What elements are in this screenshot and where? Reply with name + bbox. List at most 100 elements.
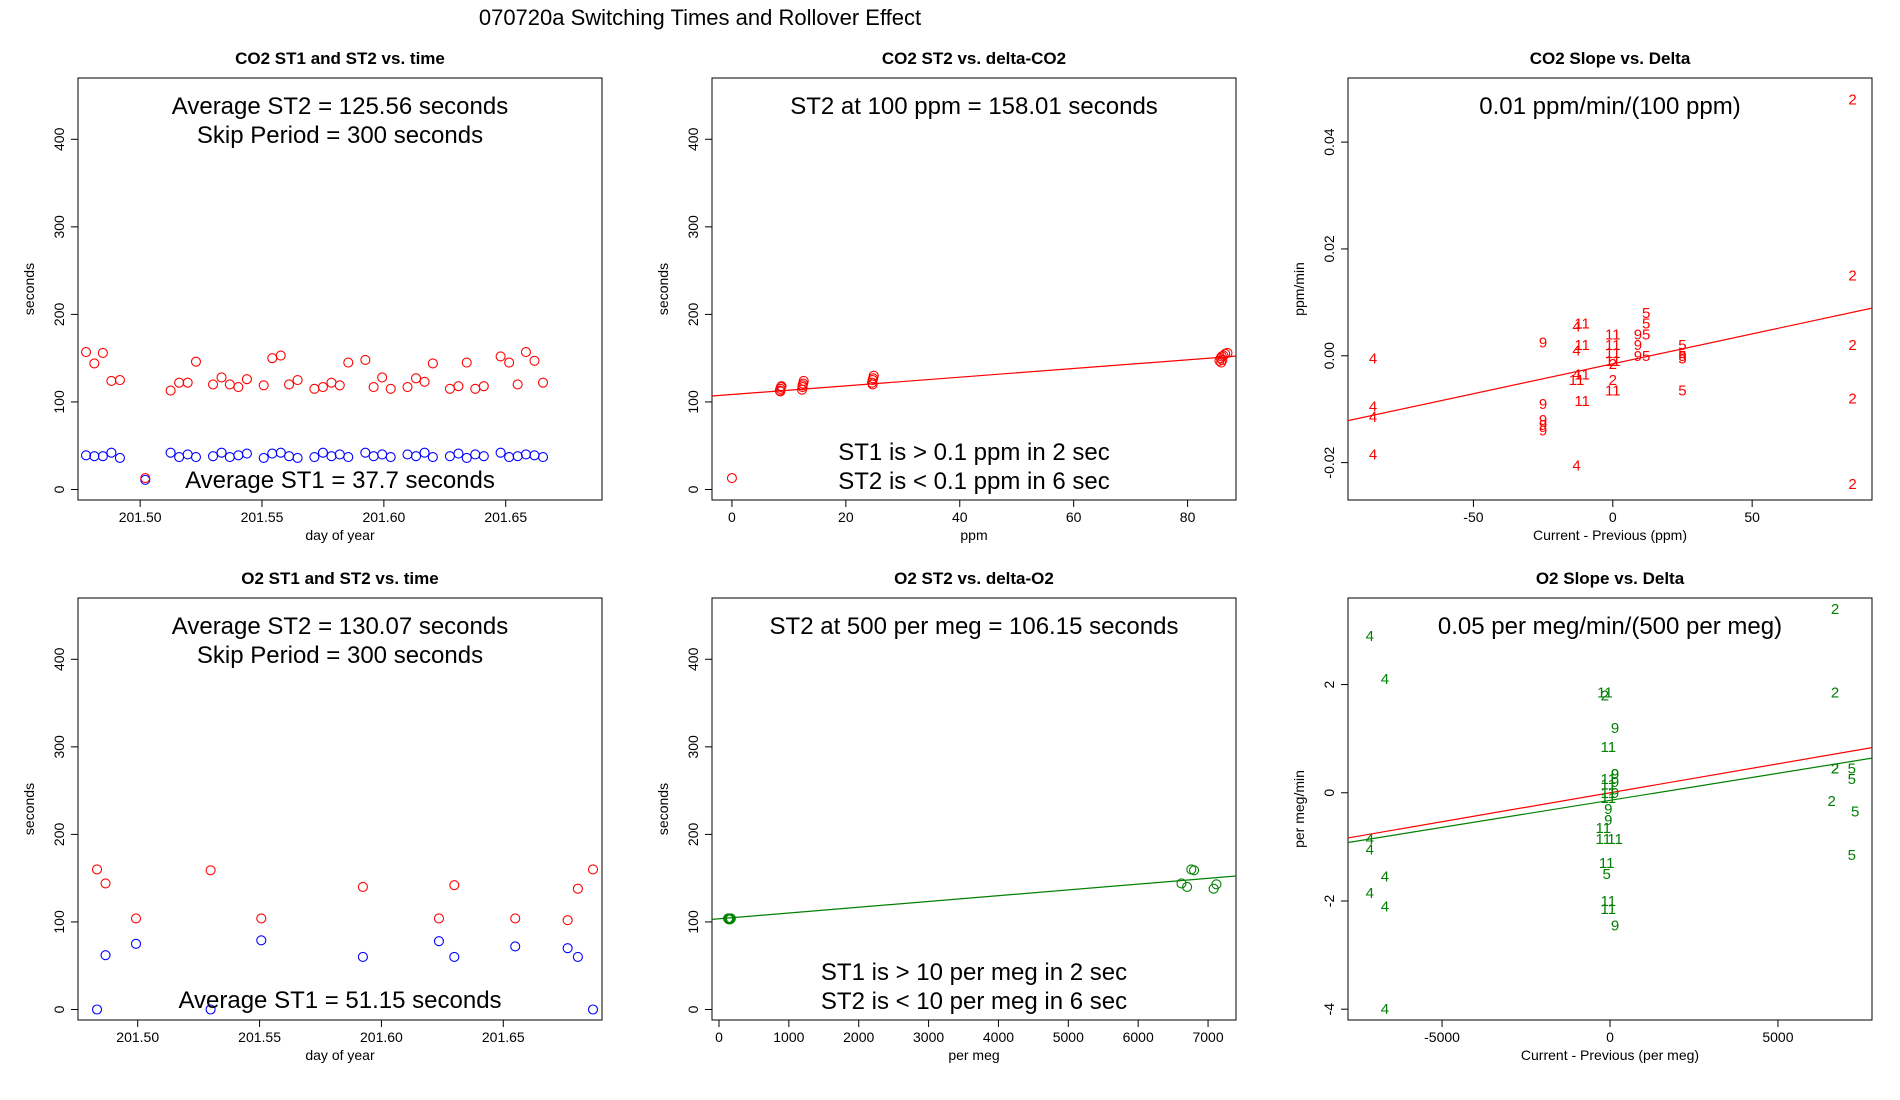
point-label: 4 [1572,318,1580,335]
x-tick-label: 201.65 [484,509,527,525]
point-label: 5 [1851,804,1859,821]
data-point-st1 [427,452,438,463]
data-point-st1 [284,451,295,462]
plot-area [712,347,1236,484]
data-point-st1 [334,449,345,460]
y-tick-label: 200 [51,822,67,846]
data-point-st1 [343,452,354,463]
x-tick-label: 0 [1609,509,1617,525]
data-point-st2 [1217,354,1228,365]
panel-co2_slope: CO2 Slope vs. Delta -50 0 50 -0.02 0.00 0.02 0.… [1291,49,1873,543]
point-label: 4 [1572,342,1580,359]
data-point-st2 [402,382,413,393]
data-point-st1 [357,951,368,963]
point-label: 4 [1366,842,1374,859]
data-point-st1 [256,935,267,946]
data-point-st1 [562,943,573,954]
data-point-st2 [427,358,438,369]
point-label: 9 [1539,412,1547,429]
point-label: 2 [1609,372,1617,389]
point-label: 5 [1642,305,1650,322]
point-label: 5 [1678,348,1686,365]
point-label: 4 [1369,399,1377,416]
y-tick-label: -2 [1321,895,1337,908]
data-point-st1 [275,447,286,458]
plot-area [80,346,549,485]
y-axis-label: seconds [655,783,671,835]
data-point-st1 [410,451,422,462]
data-point-st2 [97,347,108,358]
point-label: 11 [1605,326,1621,343]
y-tick-label: 400 [685,647,701,671]
data-point-st2 [205,865,216,876]
data-point-st1 [470,449,481,460]
point-label: 2 [1609,356,1617,373]
data-point-st1 [360,447,371,458]
panel-o2_delta: O2 ST2 vs. delta-O20 1000 2000 3000 4000 5000… [655,569,1237,1063]
data-point-st1 [449,951,460,963]
plot-area [712,864,1236,925]
x-tick-label: 1000 [773,1029,804,1045]
y-tick-label: 300 [51,735,67,759]
data-point-st2 [1176,878,1187,889]
point-label: 4 [1381,869,1389,886]
data-point-st2 [357,881,368,892]
point-label: 4 [1366,831,1374,848]
point-label: 9 [1539,396,1547,413]
point-label: 9 [1539,417,1547,434]
data-point-st2 [326,377,337,388]
x-tick-label: 201.55 [241,509,284,525]
data-point-st2 [1182,881,1193,892]
point-label: 11 [1601,790,1617,807]
point-label: 2 [1828,793,1836,810]
point-label: 9 [1539,334,1547,351]
regression-line [1348,747,1872,839]
data-point-st2 [1211,879,1222,890]
point-label: 5 [1848,771,1856,788]
plot-area: 2222244444444119999911111111111111112211… [1348,91,1872,493]
point-label: 4 [1369,447,1377,464]
y-tick-label: 2 [1321,680,1337,688]
x-axis-label: day of year [305,1047,375,1063]
data-point-st1 [537,452,549,463]
data-point-st2 [725,914,736,925]
point-label: 5 [1678,345,1686,362]
data-point-st2 [275,350,286,361]
point-label: 11 [1595,831,1611,848]
data-point-st1 [89,451,100,462]
point-label: 4 [1369,409,1377,426]
data-point-st2 [140,473,151,484]
data-point-st1 [368,451,379,462]
data-point-st2 [495,351,506,362]
data-point-st2 [130,913,142,924]
point-label: 11 [1574,366,1590,383]
annotation: Average ST2 = 125.56 seconds [172,93,508,120]
x-tick-label: 40 [952,509,968,525]
data-point-st2 [207,379,219,390]
point-label: 4 [1381,671,1389,688]
data-point-st2 [504,357,515,368]
point-label: 11 [1574,393,1590,410]
data-point-st1 [97,451,108,462]
annotation: ST1 is > 0.1 ppm in 2 sec [838,439,1109,466]
panel-title: O2 ST1 and ST2 vs. time [241,569,438,588]
panel-title: CO2 ST2 vs. delta-CO2 [882,49,1066,68]
figure-suptitle: 070720a Switching Times and Rollover Eff… [479,5,921,30]
data-point-st2 [453,381,464,392]
data-point-st2 [562,915,573,926]
data-point-st1 [292,452,303,464]
panel-title: O2 ST2 vs. delta-O2 [894,569,1054,588]
point-label: 5 [1848,847,1856,864]
data-point-st1 [233,450,244,461]
point-label: 4 [1381,1001,1389,1018]
data-point-st2 [1216,351,1227,362]
data-point-st1 [258,452,269,464]
y-tick-label: 0.00 [1321,342,1337,369]
data-point-st1 [182,449,193,460]
point-label: 11 [1601,777,1617,794]
point-label: 2 [1831,760,1839,777]
data-point-st1 [572,951,583,963]
data-point-st2 [114,375,125,386]
data-point-st2 [292,375,303,386]
x-tick-label: 2000 [843,1029,874,1045]
